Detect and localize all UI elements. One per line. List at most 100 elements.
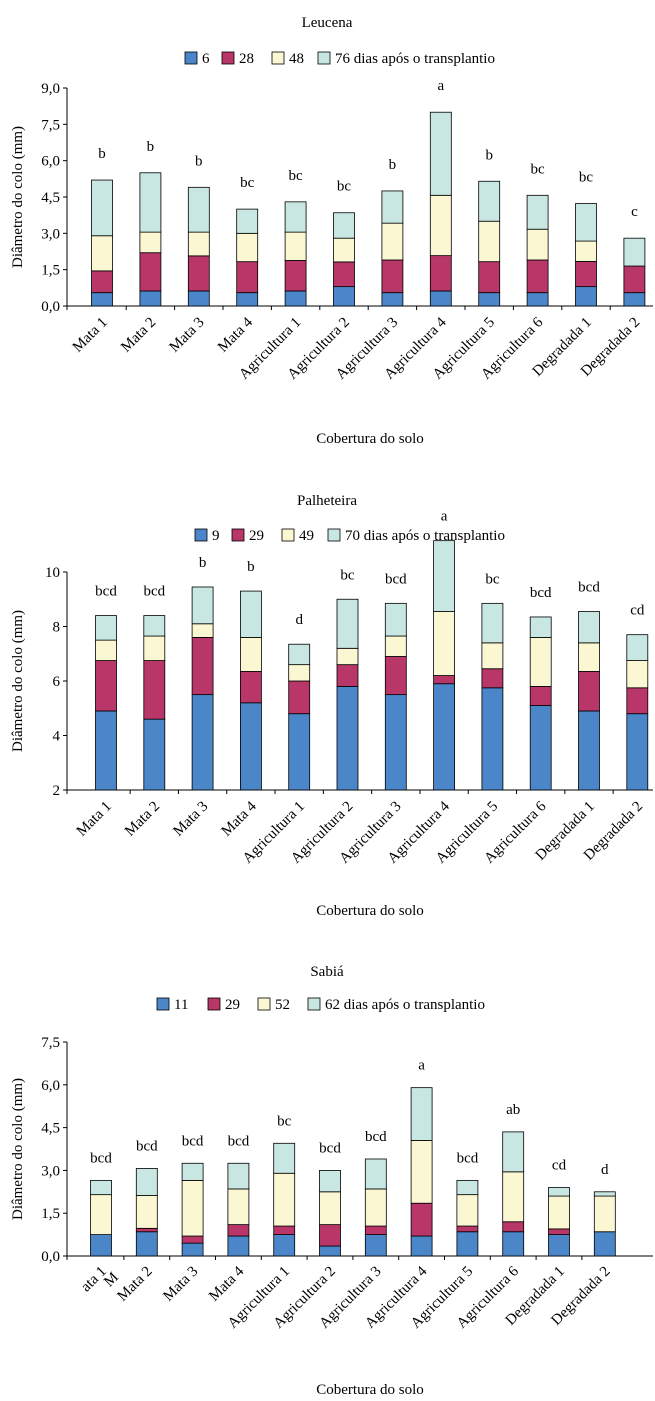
bar-segment (381, 222, 404, 261)
bar-segment (236, 232, 259, 263)
bar-segment (95, 615, 117, 641)
bar-segment (288, 664, 311, 682)
significance-letter: bc (340, 567, 355, 583)
bar-segment (481, 687, 504, 791)
significance-letter: bcd (90, 1150, 112, 1166)
legend-swatch (281, 528, 295, 542)
significance-letter: bcd (365, 1129, 387, 1145)
bar-segment (95, 710, 117, 791)
bar-segment (381, 292, 404, 307)
bar-segment (381, 190, 404, 224)
bar-segment (578, 710, 600, 791)
legend-swatch (221, 51, 235, 65)
bar-segment (575, 240, 597, 262)
bar-segment (187, 186, 210, 233)
y-tick-label: 3,0 (41, 226, 60, 242)
x-tick-label: Mata 4 (219, 798, 260, 839)
legend-swatch (156, 997, 170, 1011)
bar-segment (181, 1235, 204, 1244)
significance-letter: b (247, 559, 255, 575)
bar-segment (143, 635, 166, 661)
bar-segment (548, 1187, 570, 1197)
bar-segment (319, 1191, 341, 1226)
y-tick-label: 7,5 (41, 117, 60, 133)
significance-letter: c (631, 204, 638, 220)
legend-swatch (257, 997, 271, 1011)
y-tick-label: 10 (45, 565, 60, 581)
bar-segment (526, 259, 549, 294)
y-tick-label: 4,5 (41, 190, 60, 206)
bar-segment (526, 194, 549, 230)
significance-letter: bcd (136, 1138, 158, 1154)
bar-segment (187, 290, 210, 307)
bar-segment (139, 231, 162, 254)
bar-segment (429, 290, 452, 307)
bar-segment (384, 602, 407, 637)
significance-letter: bc (240, 175, 255, 191)
significance-letter: b (98, 146, 106, 162)
bar-segment (319, 1245, 341, 1257)
chart-title: Palheteira (297, 493, 357, 509)
bar-segment (429, 255, 452, 292)
bar-segment (478, 261, 501, 294)
significance-letter: bcd (143, 584, 165, 600)
bar-segment (143, 660, 166, 720)
bar-segment (333, 286, 355, 307)
bar-segment (502, 1171, 525, 1223)
bar-segment (181, 1162, 204, 1181)
bar-segment (456, 1179, 479, 1196)
bar-segment (481, 668, 504, 689)
bar-segment (239, 637, 262, 672)
significance-letter: bc (531, 161, 546, 177)
x-tick-label: Mata 3 (160, 1264, 201, 1305)
bar-segment (626, 634, 649, 661)
bar-segment (481, 602, 504, 644)
legend-label: 29 (225, 997, 240, 1013)
bar-segment (284, 231, 307, 261)
y-tick-label: 6 (53, 674, 61, 690)
chart-title: Sabiá (310, 964, 344, 980)
bar-segment (181, 1242, 204, 1257)
bar-segment (433, 683, 456, 791)
significance-letter: bc (337, 179, 352, 195)
bar-segment (95, 660, 117, 712)
bar-segment (481, 642, 504, 670)
bar-segment (529, 686, 552, 706)
y-tick-label: 3,0 (41, 1163, 60, 1179)
bar-segment (91, 179, 113, 237)
legend-swatch (271, 51, 285, 65)
bar-segment (91, 235, 113, 272)
bar-segment (623, 265, 646, 294)
y-tick-label: 9,0 (41, 81, 60, 97)
bar-segment (336, 686, 359, 791)
bar-segment (288, 680, 311, 715)
legend-swatch (194, 528, 208, 542)
significance-letter: bcd (530, 585, 552, 601)
significance-letter: a (441, 509, 448, 525)
bar-segment (319, 1170, 341, 1193)
significance-letter: b (147, 139, 155, 155)
legend-swatch (231, 528, 245, 542)
bar-segment (593, 1231, 616, 1257)
bar-segment (502, 1221, 525, 1233)
bar-segment (478, 180, 501, 222)
bar-segment (143, 615, 166, 637)
bar-segment (593, 1195, 616, 1233)
bar-segment (623, 292, 646, 307)
bar-segment (626, 687, 649, 715)
x-tick-label: Mata 4 (206, 1263, 247, 1304)
bar-segment (95, 639, 117, 661)
bar-segment (578, 611, 600, 644)
bar-segment (239, 702, 262, 791)
bar-segment (333, 261, 355, 288)
bar-segment (336, 647, 359, 666)
significance-letter: bcd (319, 1140, 341, 1156)
bar-segment (191, 694, 214, 791)
bar-segment (364, 1234, 387, 1257)
bar-segment (91, 270, 113, 294)
bar-segment (273, 1172, 296, 1227)
x-tick-label: Mata 2 (115, 1264, 156, 1305)
bar-segment (529, 637, 552, 687)
bar-segment (236, 261, 259, 294)
